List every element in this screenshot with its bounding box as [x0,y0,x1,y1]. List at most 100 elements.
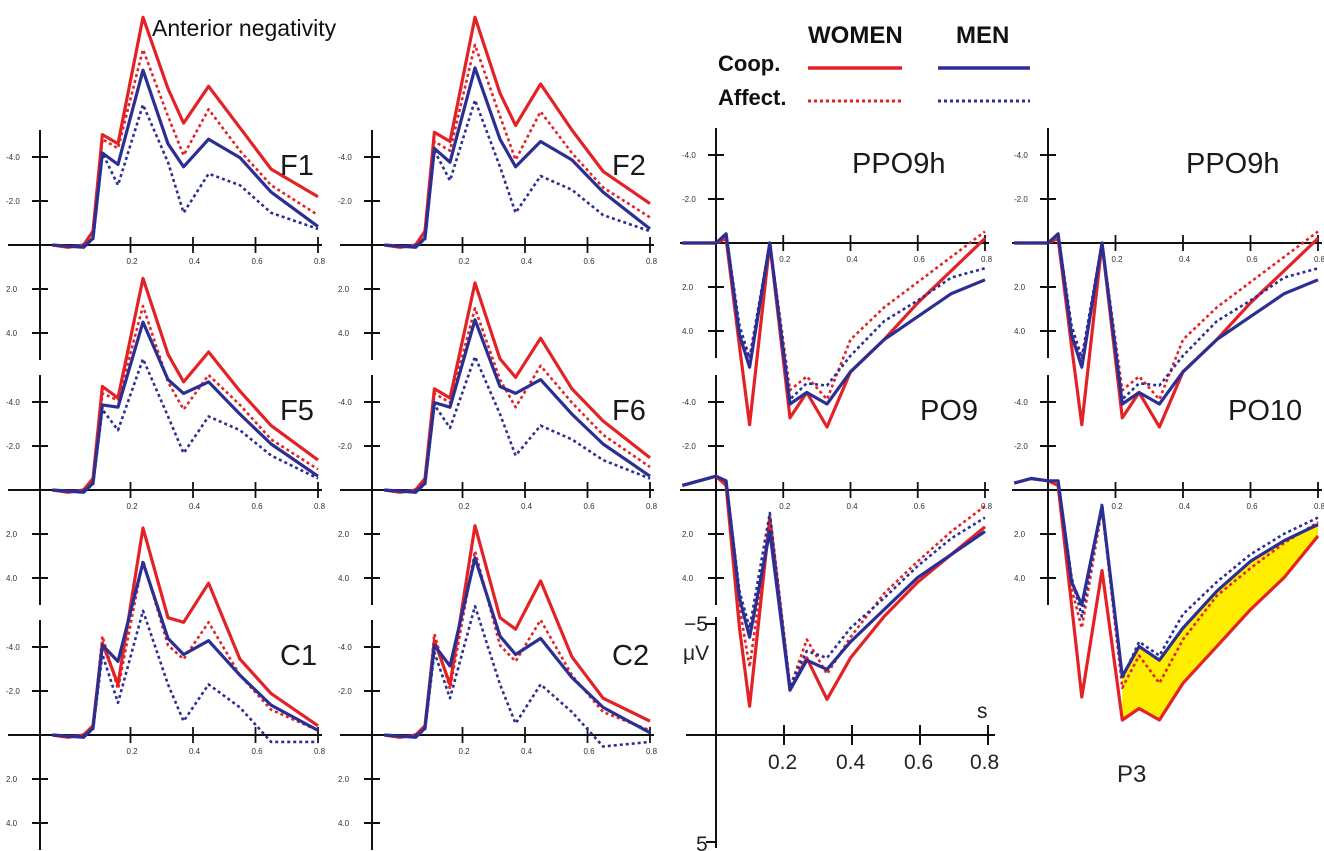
y-tick-label: -2.0 [338,687,352,696]
panel-label: PO9 [920,395,978,427]
series-line-affect-men [1014,232,1319,401]
x-tick-label: 0.2 [1112,255,1124,264]
p3-difference-area [1122,524,1318,720]
legend-men-label: MEN [956,22,1009,49]
y-tick-label: 4.0 [6,574,18,583]
panel-label: F1 [280,150,314,182]
erp-panel-f6: -4.0 -2.0 2.0 4.0 0.2 0.4 0.6 0.8 F6 [338,281,658,605]
series-line-coop-women [384,524,651,739]
y-tick-label: -4.0 [338,398,352,407]
erp-panel-c2: -4.0 -2.0 2.0 4.0 0.2 0.4 0.6 0.8 C2 [338,524,658,850]
x-tick-label: 0.2 [127,502,139,511]
erp-panel-f1: -4.0 -2.0 2.0 4.0 0.2 0.4 0.6 0.8 F1 [6,15,326,360]
series-line-coop-men [52,68,319,249]
y-tick-label: 2.0 [338,285,350,294]
x-tick-label: 0.2 [459,747,471,756]
y-tick-label: -2.0 [1014,195,1028,204]
y-tick-label: -2.0 [682,195,696,204]
series-line-affect-women [682,474,986,690]
y-tick-label: 4.0 [6,819,18,828]
x-tick-label: 0.2 [459,257,471,266]
x-tick-label: 0.8 [314,747,326,756]
legend-coop-label: Coop. [718,51,780,76]
x-tick-label: 0.4 [1179,255,1191,264]
scale-bar: −5 μV 5 s 0.2 0.4 0.6 0.8 [683,613,999,851]
panel-label: F6 [612,395,646,427]
x-tick-label: 0.8 [1314,502,1324,511]
x-tick-label: 0.2 [1112,502,1124,511]
x-tick-label: 0.6 [584,257,596,266]
x-tick-label: 0.6 [914,502,926,511]
x-tick-label: 0.2 [127,747,139,756]
erp-panel-f2: -4.0 -2.0 2.0 4.0 0.2 0.4 0.6 0.8 F2 [338,15,658,360]
y-tick-label: 4.0 [338,574,350,583]
x-tick-label: 0.6 [252,502,264,511]
x-tick-label: 0.4 [1179,502,1191,511]
y-tick-label: -4.0 [1014,151,1028,160]
erp-panel-f5: -4.0 -2.0 2.0 4.0 0.2 0.4 0.6 0.8 F5 [6,276,326,605]
y-tick-label: 4.0 [1014,327,1026,336]
y-tick-label: 4.0 [6,329,18,338]
series-line-affect-women [384,549,651,738]
scale-bar-x-label: 0.4 [836,751,866,774]
legend-women-label: WOMEN [808,22,903,49]
x-tick-label: 0.6 [252,747,264,756]
series-line-affect-men [384,355,651,493]
erp-panel-po10: -4.0 -2.0 2.0 4.0 0.2 0.4 0.6 0.8 PO10 [1012,375,1324,722]
y-tick-label: 2.0 [682,283,694,292]
series-line-coop-women [384,281,651,494]
y-tick-label: -2.0 [6,197,20,206]
x-tick-label: 0.4 [521,257,533,266]
x-tick-label: 0.8 [646,502,658,511]
x-tick-label: 0.6 [584,502,596,511]
figure-title: Anterior negativity [152,15,337,41]
y-tick-label: -4.0 [338,643,352,652]
panel-label: PO10 [1228,395,1302,427]
series-line-coop-women [384,15,651,249]
y-tick-label: 4.0 [338,819,350,828]
y-tick-label: 4.0 [682,574,694,583]
legend-affect-label: Affect. [718,85,786,110]
x-tick-label: 0.4 [189,257,201,266]
x-tick-label: 0.4 [847,502,859,511]
series-line-affect-men [682,232,986,401]
p3-annotation: P3 [1117,761,1146,788]
y-tick-label: -4.0 [1014,398,1028,407]
y-tick-label: 4.0 [682,327,694,336]
panel-label: F5 [280,395,314,427]
series-line-affect-men [52,357,319,493]
x-tick-label: 0.8 [1314,255,1324,264]
series-line-coop-women [52,15,319,249]
y-tick-label: -2.0 [6,687,20,696]
x-tick-label: 0.4 [189,747,201,756]
y-tick-label: -2.0 [6,442,20,451]
y-tick-label: 4.0 [1014,574,1026,583]
panels: -4.0 -2.0 2.0 4.0 0.2 0.4 0.6 0.8 F1 -4.0 -2.0 2.0 4… [6,15,1324,850]
y-tick-label: -4.0 [6,643,20,652]
x-tick-label: 0.8 [981,502,993,511]
y-tick-label: 4.0 [338,329,350,338]
scale-bar-unit-label: μV [683,642,709,665]
series-line-affect-women [52,304,319,493]
scale-bar-neg-label: −5 [684,613,708,636]
series-line-affect-men [384,98,651,248]
series-line-coop-men [681,474,986,692]
y-tick-label: -2.0 [338,197,352,206]
x-tick-label: 0.2 [459,502,471,511]
series-line-coop-men [384,318,651,494]
erp-panel-ppo9h: -4.0 -2.0 2.0 4.0 0.2 0.4 0.6 0.8 PPO9h [680,128,993,429]
panel-label: PPO9h [852,148,946,180]
panel-label: C2 [612,640,649,672]
x-tick-label: 0.6 [1247,502,1259,511]
series-line-affect-men [384,604,651,748]
series-line-affect-women [384,43,651,248]
scale-bar-x-label: 0.6 [904,751,933,774]
series-line-coop-men [52,560,319,739]
x-tick-label: 0.8 [314,257,326,266]
series-line-coop-men [384,66,651,249]
panel-label: F2 [612,150,646,182]
y-tick-label: -4.0 [338,153,352,162]
series-line-coop-men [384,556,651,739]
x-tick-label: 0.4 [847,255,859,264]
scale-bar-x-label: 0.2 [768,751,797,774]
